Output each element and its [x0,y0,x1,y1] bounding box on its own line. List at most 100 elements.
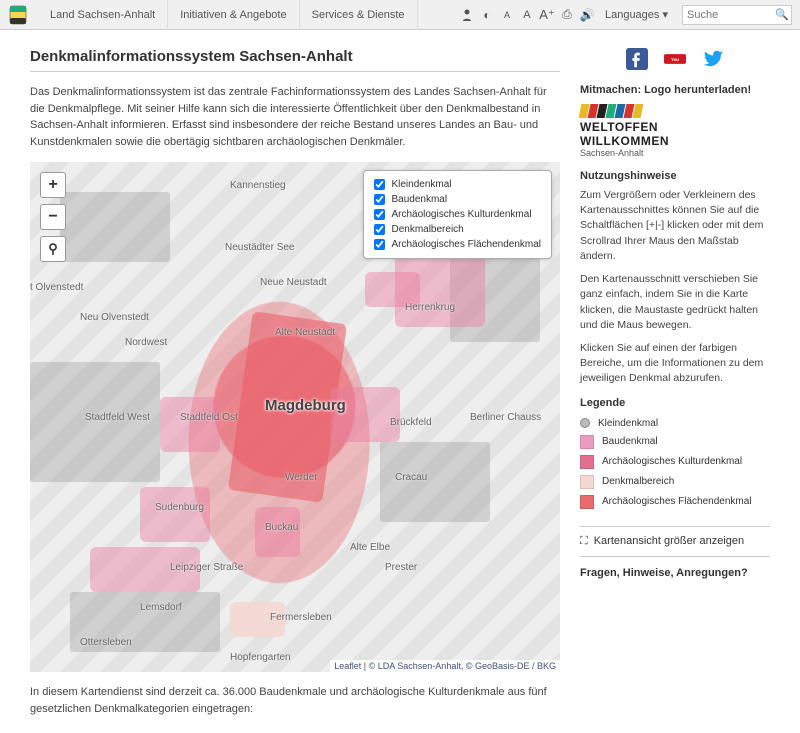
legend-label: Denkmalbereich [602,476,674,487]
legend-label: Archäologisches Flächendenkmal [602,496,752,507]
map-district-label: Neustädter See [225,242,295,253]
top-navbar: Land Sachsen-Anhalt Initiativen & Angebo… [0,0,800,30]
nav-initiativen[interactable]: Initiativen & Angebote [168,0,299,30]
audio-icon[interactable]: 🔊 [577,8,597,22]
weltoffen-logo[interactable]: WELTOFFEN WILLKOMMEN Sachsen-Anhalt [580,102,770,160]
layer-toggle-row[interactable]: Archäologisches Flächendenkmal [374,237,541,252]
print-icon[interactable]: ⎙ [557,7,577,22]
usage-title: Nutzungshinweise [580,170,770,182]
search-input[interactable] [683,9,773,21]
map-district-label: Alte Elbe [350,542,390,553]
map-district-label: Alte Neustadt [275,327,335,338]
layer-checkbox[interactable] [374,194,385,205]
map-district-label: Prester [385,562,417,573]
enlarge-map-link[interactable]: ⛶ Kartenansicht größer anzeigen [580,526,770,557]
map-district-label: Nordwest [125,337,167,348]
layer-checkbox[interactable] [374,209,385,220]
layer-checkbox[interactable] [374,224,385,235]
map-district-label: Hopfengarten [230,652,291,663]
map-district-label: Stadtfeld Ost [180,412,238,423]
legend-swatch [580,455,594,469]
locate-button[interactable]: ⚲ [40,236,66,262]
legend-swatch [580,418,590,428]
legend-row: Archäologisches Kulturdenkmal [580,452,770,472]
legend: Kleindenkmal Baudenkmal Archäologisches Ku… [580,415,770,512]
easy-language-icon[interactable] [457,7,477,23]
legend-swatch [580,475,594,489]
font-med-icon[interactable]: A [517,9,537,21]
map-district-label: t Olvenstedt [30,282,83,293]
layer-label: Baudenkmal [391,194,447,205]
social-links: You [580,48,770,70]
language-label: Languages [605,9,659,21]
usage-p1: Zum Vergrößern oder Verkleinern des Kart… [580,188,770,264]
map-container[interactable]: Magdeburg Kannenstieg Neustädter See Neue … [30,162,560,672]
intro-text: Das Denkmalinformationssystem ist das ze… [30,84,560,150]
map-layer-control: Kleindenkmal Baudenkmal Archäologisches Ku… [363,170,552,259]
font-small-icon[interactable]: A [497,10,517,20]
search-box: 🔍 [682,5,792,25]
layer-label: Archäologisches Kulturdenkmal [391,209,531,220]
map-district-label: Fermersleben [270,612,332,623]
layer-label: Denkmalbereich [391,224,463,235]
map-district-label: Leipziger Straße [170,562,243,573]
outro-text: In diesem Kartendienst sind derzeit ca. … [30,684,560,717]
legend-swatch [580,435,594,449]
map-district-label: Werder [285,472,318,483]
feedback-title: Fragen, Hinweise, Anregungen? [580,567,770,579]
state-crest-logo [8,5,28,25]
map-attribution: Leaflet | © LDA Sachsen-Anhalt, © GeoBas… [330,660,560,672]
nav-services[interactable]: Services & Dienste [300,0,418,30]
facebook-icon[interactable] [626,48,648,70]
map-district-label: Brückfeld [390,417,432,428]
layer-label: Archäologisches Flächendenkmal [391,239,541,250]
layer-label: Kleindenkmal [391,179,451,190]
usage-p2: Den Kartenausschnitt verschieben Sie gan… [580,272,770,333]
layer-toggle-row[interactable]: Denkmalbereich [374,222,541,237]
legend-row: Baudenkmal [580,432,770,452]
map-district-label: Herrenkrug [405,302,455,313]
map-city-label: Magdeburg [265,397,346,414]
search-icon[interactable]: 🔍 [773,8,791,21]
map-district-label: Sudenburg [155,502,204,513]
svg-text:You: You [671,57,679,62]
map-district-label: Neu Olvenstedt [80,312,149,323]
enlarge-label: Kartenansicht größer anzeigen [594,535,744,547]
zoom-out-button[interactable]: − [40,204,66,230]
legend-label: Baudenkmal [602,436,658,447]
layer-checkbox[interactable] [374,239,385,250]
enlarge-icon: ⛶ [580,535,588,548]
layer-toggle-row[interactable]: Archäologisches Kulturdenkmal [374,207,541,222]
twitter-icon[interactable] [702,48,724,70]
legend-row: Archäologisches Flächendenkmal [580,492,770,512]
contrast-icon[interactable]: ◐ [477,8,497,22]
map-zoom-controls: + − ⚲ [40,172,66,262]
page-title: Denkmalinformationssystem Sachsen-Anhalt [30,48,560,65]
map-district-label: Lemsdorf [140,602,182,613]
map-district-label: Cracau [395,472,427,483]
weltoffen-line3: Sachsen-Anhalt [580,148,644,158]
legend-label: Archäologisches Kulturdenkmal [602,456,742,467]
map-district-label: Berliner Chauss [470,412,541,423]
youtube-icon[interactable]: You [664,48,686,70]
language-dropdown[interactable]: Languages ▾ [597,8,676,21]
mitmachen-title: Mitmachen: Logo herunterladen! [580,84,770,96]
legend-swatch [580,495,594,509]
legend-label: Kleindenkmal [598,418,658,429]
layer-toggle-row[interactable]: Kleindenkmal [374,177,541,192]
weltoffen-line2: WILLKOMMEN [580,134,669,148]
legend-row: Denkmalbereich [580,472,770,492]
legend-row: Kleindenkmal [580,415,770,432]
layer-toggle-row[interactable]: Baudenkmal [374,192,541,207]
sidebar: You Mitmachen: Logo herunterladen! WELTO… [580,48,770,717]
map-district-label: Buckau [265,522,298,533]
map-district-label: Neue Neustadt [260,277,327,288]
font-large-icon[interactable]: A⁺ [537,7,557,23]
zoom-in-button[interactable]: + [40,172,66,198]
map-district-label: Kannenstieg [230,180,286,191]
nav-land[interactable]: Land Sachsen-Anhalt [38,0,168,30]
legend-title: Legende [580,397,770,409]
map-district-label: Stadtfeld West [85,412,150,423]
layer-checkbox[interactable] [374,179,385,190]
usage-p3: Klicken Sie auf einen der farbigen Berei… [580,341,770,387]
